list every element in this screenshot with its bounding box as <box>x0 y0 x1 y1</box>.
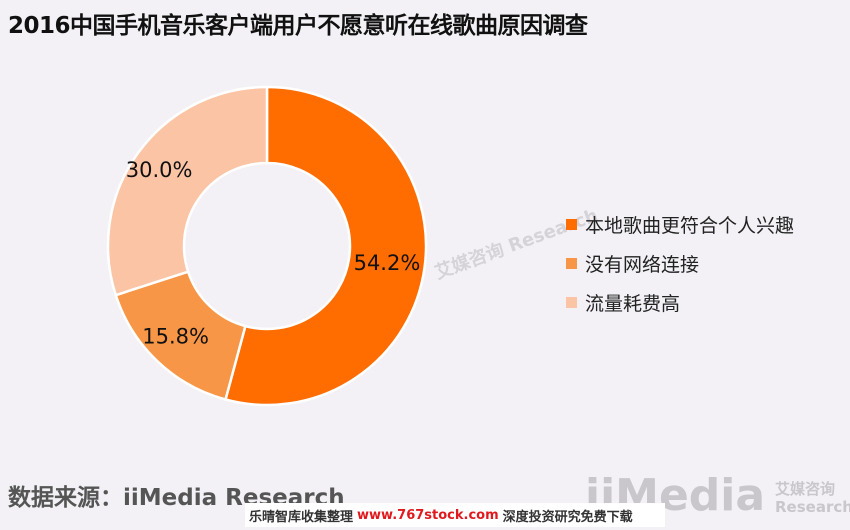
slice-label-3: 30.0% <box>126 158 193 182</box>
legend-label-3: 流量耗费高 <box>585 293 681 315</box>
donut-slice-2 <box>114 270 247 402</box>
donut-slice-3 <box>106 85 269 297</box>
legend-swatch-2 <box>566 258 577 269</box>
footer-url[interactable]: www.767stock.com <box>357 507 499 523</box>
chart-legend: 本地歌曲更符合个人兴趣 没有网络连接 流量耗费高 <box>566 205 794 322</box>
donut-slice-1 <box>223 85 428 407</box>
legend-label-1: 本地歌曲更符合个人兴趣 <box>585 215 795 237</box>
footer-suffix: 深度投资研究免费下载 <box>502 509 633 525</box>
legend-label-2: 没有网络连接 <box>585 254 700 276</box>
footer-bar: 乐晴智库收集整理 www.767stock.com 深度投资研究免费下载 <box>245 503 665 527</box>
footer-prefix: 乐晴智库收集整理 <box>249 509 354 525</box>
chart-title: 2016中国手机音乐客户端用户不愿意听在线歌曲原因调查 <box>8 13 588 39</box>
legend-item-3: 流量耗费高 <box>566 283 794 322</box>
legend-item-1: 本地歌曲更符合个人兴趣 <box>566 205 794 244</box>
slice-label-1: 54.2% <box>354 251 421 275</box>
legend-item-2: 没有网络连接 <box>566 244 794 283</box>
legend-swatch-1 <box>566 219 577 230</box>
legend-swatch-3 <box>566 297 577 308</box>
slice-label-2: 15.8% <box>142 325 209 349</box>
